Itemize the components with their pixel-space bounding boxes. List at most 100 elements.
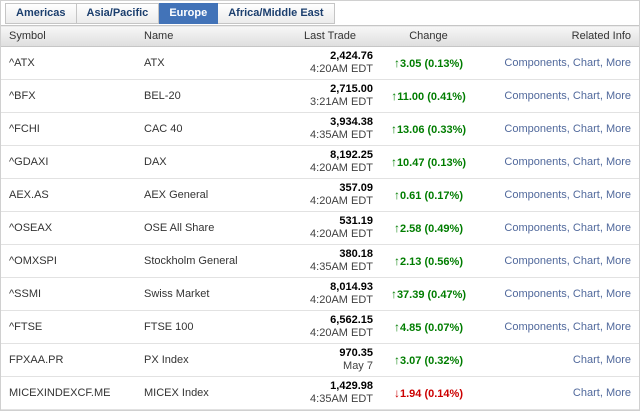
change-cell: ↑10.47 (0.13%) [381, 145, 476, 179]
table-row: ^GDAXI DAX 8,192.25 4:20AM EDT ↑10.47 (0… [1, 145, 639, 179]
related-link-components[interactable]: Components [504, 90, 567, 102]
trade-time: 4:35AM EDT [310, 393, 373, 405]
related-link-chart[interactable]: Chart [572, 57, 600, 69]
last-price: 380.18 [339, 248, 373, 260]
name-cell: DAX [136, 145, 284, 179]
name-text: DAX [144, 156, 167, 168]
last-trade-cell: 1,022.77 4:20AM EDT [284, 409, 381, 410]
trade-time: 4:20AM EDT [310, 162, 373, 174]
name-cell: CAC 40 [136, 112, 284, 146]
table-row: ^OMXSPI Stockholm General 380.18 4:35AM … [1, 244, 639, 278]
related-link-more[interactable]: More [605, 90, 631, 102]
change-cell: ↑11.00 (0.41%) [381, 79, 476, 113]
related-link-chart[interactable]: Chart [572, 189, 600, 201]
related-link-more[interactable]: More [605, 321, 631, 333]
related-links-cell: Components, Chart, More [476, 79, 639, 113]
related-links-cell: Components, Chart, More [476, 46, 639, 80]
tab-africa-middle-east[interactable]: Africa/Middle East [218, 3, 335, 24]
name-cell: Stockholm General [136, 244, 284, 278]
tab-asia-pacific[interactable]: Asia/Pacific [76, 3, 160, 24]
related-link-more[interactable]: More [605, 222, 631, 234]
symbol-cell: FPXAA.PR [1, 343, 136, 377]
related-links-cell: Components, Chart, More [476, 178, 639, 212]
related-link-more[interactable]: More [605, 123, 631, 135]
column-header-symbol: Symbol [1, 25, 136, 47]
symbol-text: ^SSMI [9, 288, 42, 300]
name-text: AEX General [144, 189, 209, 201]
change-cell: ↓1.94 (0.14%) [381, 376, 476, 410]
related-links-cell: Components, Chart, More [476, 244, 639, 278]
related-link-chart[interactable]: Chart [572, 123, 600, 135]
name-text: FTSE 100 [144, 321, 194, 333]
change-value: 10.47 (0.13%) [396, 157, 467, 169]
related-link-components[interactable]: Components [504, 288, 567, 300]
related-link-components[interactable]: Components [504, 222, 567, 234]
related-link-chart[interactable]: Chart [572, 156, 600, 168]
change-cell: ↑3.05 (0.13%) [381, 46, 476, 80]
up-arrow-icon: ↑ [394, 56, 400, 70]
related-link-chart[interactable]: Chart [572, 288, 600, 300]
last-trade-cell: 1,429.98 4:35AM EDT [284, 376, 381, 410]
related-link-components[interactable]: Components [504, 57, 567, 69]
related-link-components[interactable]: Components [504, 321, 567, 333]
related-link-more[interactable]: More [605, 387, 631, 399]
related-link-chart[interactable]: Chart [572, 354, 600, 366]
trade-time: May 7 [343, 360, 373, 372]
symbol-cell: GD.AT [1, 409, 136, 410]
table-row: AEX.AS AEX General 357.09 4:20AM EDT ↑0.… [1, 178, 639, 212]
name-text: ATX [144, 57, 165, 69]
last-price: 357.09 [339, 182, 373, 194]
related-link-more[interactable]: More [605, 57, 631, 69]
last-price: 2,715.00 [330, 83, 373, 95]
related-link-more[interactable]: More [605, 255, 631, 267]
symbol-text: AEX.AS [9, 189, 49, 201]
symbol-cell: ^OMXSPI [1, 244, 136, 278]
related-link-more[interactable]: More [605, 156, 631, 168]
related-link-more[interactable]: More [605, 288, 631, 300]
name-cell: BEL-20 [136, 79, 284, 113]
trade-time: 4:35AM EDT [310, 261, 373, 273]
change-cell: ↑2.58 (0.49%) [381, 211, 476, 245]
up-arrow-icon: ↑ [390, 155, 397, 169]
change-value: 2.58 (0.49%) [400, 223, 463, 235]
symbol-cell: AEX.AS [1, 178, 136, 212]
related-link-components[interactable]: Components [504, 156, 567, 168]
related-link-chart[interactable]: Chart [572, 90, 600, 102]
symbol-text: ^GDAXI [9, 156, 49, 168]
table-row: MICEXINDEXCF.ME MICEX Index 1,429.98 4:3… [1, 376, 639, 410]
related-link-chart[interactable]: Chart [572, 222, 600, 234]
table-row: FPXAA.PR PX Index 970.35 May 7 ↑3.07 (0.… [1, 343, 639, 377]
up-arrow-icon: ↑ [391, 89, 398, 103]
related-link-components[interactable]: Components [504, 189, 567, 201]
change-cell: ↑13.06 (0.33%) [381, 112, 476, 146]
tab-americas[interactable]: Americas [5, 3, 77, 24]
name-text: Stockholm General [144, 255, 238, 267]
related-link-more[interactable]: More [605, 189, 631, 201]
up-arrow-icon: ↑ [394, 188, 400, 202]
last-price: 8,014.93 [330, 281, 373, 293]
related-link-chart[interactable]: Chart [572, 255, 600, 267]
name-cell: AEX General [136, 178, 284, 212]
symbol-text: ^BFX [9, 90, 36, 102]
related-link-more[interactable]: More [605, 354, 631, 366]
last-trade-cell: 2,424.76 4:20AM EDT [284, 46, 381, 80]
trade-time: 4:20AM EDT [310, 195, 373, 207]
table-header-row: Symbol Name Last Trade Change Related In… [1, 25, 639, 47]
related-links-cell: Components, Chart, More [476, 277, 639, 311]
table-row: GD.AT Athex Composite Share Price Index … [1, 409, 639, 410]
symbol-text: ^OMXSPI [9, 255, 57, 267]
last-trade-cell: 531.19 4:20AM EDT [284, 211, 381, 245]
change-value: 4.85 (0.07%) [400, 322, 463, 334]
related-links-cell: Chart, More [476, 343, 639, 377]
related-link-components[interactable]: Components [504, 255, 567, 267]
related-link-chart[interactable]: Chart [572, 387, 600, 399]
related-link-components[interactable]: Components [504, 123, 567, 135]
change-value: 11.00 (0.41%) [397, 91, 466, 103]
last-trade-cell: 970.35 May 7 [284, 343, 381, 377]
tab-europe[interactable]: Europe [159, 3, 219, 24]
change-value: 0.61 (0.17%) [400, 190, 463, 202]
last-price: 531.19 [339, 215, 373, 227]
related-link-chart[interactable]: Chart [572, 321, 600, 333]
change-value: 13.06 (0.33%) [396, 124, 467, 136]
trade-time: 4:35AM EDT [310, 129, 373, 141]
